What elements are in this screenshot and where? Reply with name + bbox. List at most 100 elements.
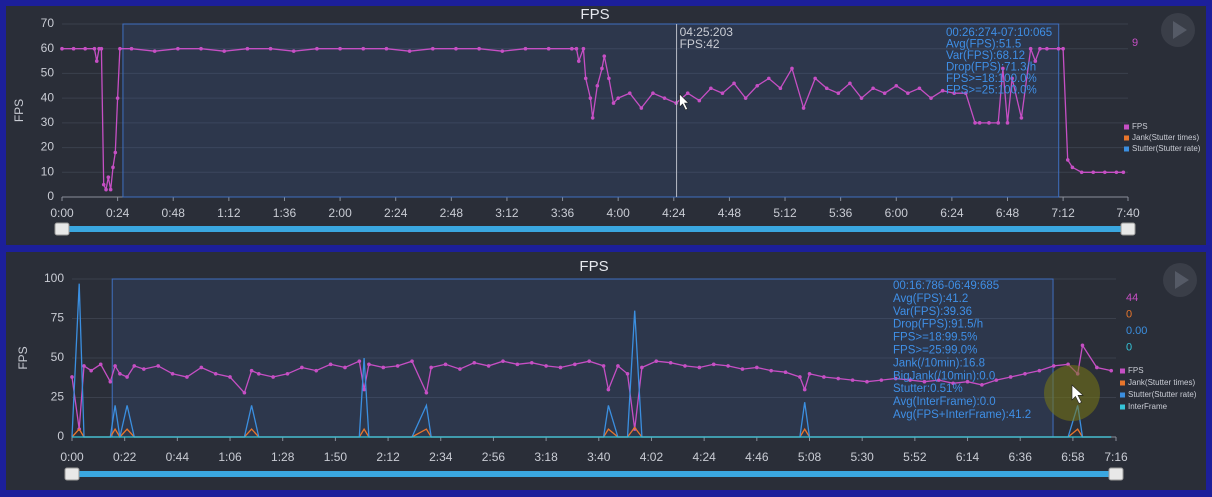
data-point (115, 96, 120, 100)
data-point (106, 175, 111, 180)
data-point (315, 46, 319, 51)
data-point (813, 76, 817, 81)
data-point (152, 49, 157, 53)
y-tick-label: 60 (41, 41, 55, 55)
data-point (111, 165, 115, 170)
data-point (1109, 368, 1114, 373)
slider-handle[interactable] (1120, 222, 1136, 236)
data-point (60, 46, 64, 51)
data-point (611, 101, 616, 105)
y-tick-label: 70 (41, 16, 55, 30)
stat-line: Var(FPS):39.36 (893, 306, 972, 318)
legend-swatch (1120, 404, 1125, 410)
data-point (908, 378, 912, 382)
series-line (62, 48, 1124, 192)
data-point (607, 76, 611, 81)
data-point (583, 76, 588, 81)
data-point (1019, 116, 1024, 120)
chart-title: FPS (579, 258, 608, 275)
x-tick-label: 0:44 (166, 450, 190, 464)
data-point (477, 46, 481, 51)
slider-handle[interactable] (64, 467, 80, 481)
data-point (125, 375, 129, 379)
data-point (726, 364, 730, 368)
slider-handle[interactable] (54, 222, 70, 236)
data-point (156, 364, 161, 368)
data-point (222, 49, 227, 53)
data-point (113, 150, 118, 155)
data-point (879, 378, 884, 382)
data-point (1079, 170, 1084, 175)
legend-label: FPS (1132, 122, 1148, 131)
data-point (807, 372, 812, 376)
data-point (625, 372, 630, 376)
data-point (1028, 46, 1033, 51)
data-point (973, 121, 977, 125)
data-point (176, 46, 180, 51)
stat-line: FPS>=18:99.5% (893, 332, 977, 344)
data-point (720, 91, 725, 95)
legend-label: FPS (1128, 366, 1144, 375)
data-point (113, 364, 117, 368)
x-tick-label: 4:00 (606, 206, 630, 220)
data-point (1070, 165, 1075, 170)
data-point (1023, 372, 1027, 376)
data-point (1033, 59, 1038, 63)
data-point (798, 375, 802, 379)
data-point (94, 59, 99, 63)
legend-label: Jank(Stutter times) (1132, 133, 1199, 142)
x-tick-label: 1:36 (273, 206, 297, 220)
stat-line: FPS>=25:99.0% (893, 345, 977, 357)
data-point (291, 49, 296, 53)
data-point (108, 379, 113, 384)
slider-handle[interactable] (1108, 467, 1124, 481)
stat-line: Drop(FPS):91.5/h (893, 319, 983, 331)
data-point (639, 106, 644, 110)
data-point (82, 364, 86, 368)
data-point (1051, 364, 1056, 368)
legend-swatch (1120, 392, 1125, 398)
data-point (89, 368, 93, 373)
y-tick-label: 25 (51, 390, 65, 404)
current-value: 0 (1126, 308, 1132, 320)
y-tick-label: 30 (41, 115, 55, 129)
legend-label: Stutter(Stutter rate) (1132, 144, 1201, 153)
data-point (640, 365, 644, 370)
x-tick-label: 1:28 (271, 450, 295, 464)
data-point (228, 375, 232, 379)
data-point (987, 121, 991, 125)
data-point (769, 368, 773, 373)
data-point (732, 81, 736, 86)
data-point (430, 46, 435, 51)
data-point (381, 365, 386, 370)
data-point (1080, 343, 1085, 348)
data-point (848, 81, 852, 86)
data-point (410, 359, 414, 363)
data-point (917, 86, 922, 91)
data-point (357, 359, 362, 363)
selection-box (122, 23, 1060, 198)
data-point (894, 83, 899, 88)
data-point (338, 46, 342, 51)
data-point (871, 86, 875, 91)
legend-label: Jank(Stutter times) (1128, 378, 1195, 387)
data-point (1010, 76, 1014, 81)
stat-line: Var(FPS):68.12 (946, 50, 1025, 62)
data-point (108, 187, 113, 192)
data-point (977, 121, 982, 125)
data-point (685, 91, 690, 95)
data-point (500, 49, 505, 53)
data-point (285, 372, 290, 376)
data-point (996, 121, 1001, 125)
y-tick-label: 40 (41, 90, 55, 104)
data-point (529, 360, 534, 365)
data-point (1095, 365, 1099, 370)
mouse-pointer (1071, 384, 1084, 404)
data-point (142, 367, 146, 371)
x-tick-label: 0:00 (50, 206, 74, 220)
slider-track (62, 226, 1128, 232)
stat-line: Stutter:0.51% (893, 383, 963, 395)
data-point (940, 88, 945, 93)
bottom-panel (6, 252, 1206, 490)
data-point (1121, 170, 1126, 175)
